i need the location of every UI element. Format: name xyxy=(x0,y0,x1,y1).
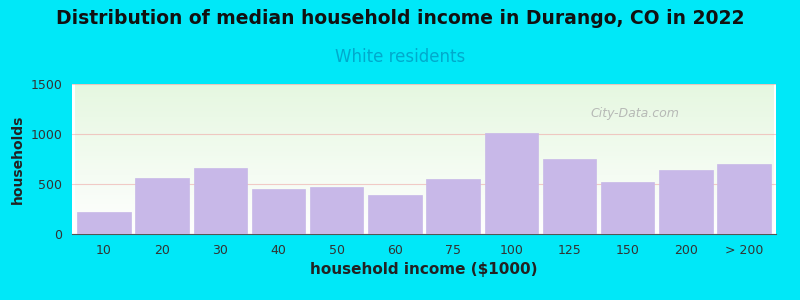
Bar xyxy=(659,170,713,234)
Bar xyxy=(310,187,363,234)
Bar xyxy=(135,178,189,234)
Bar xyxy=(542,159,596,234)
Bar xyxy=(194,167,247,234)
Text: City-Data.com: City-Data.com xyxy=(590,107,680,121)
Text: Distribution of median household income in Durango, CO in 2022: Distribution of median household income … xyxy=(56,9,744,28)
X-axis label: household income ($1000): household income ($1000) xyxy=(310,262,538,277)
Y-axis label: households: households xyxy=(11,114,25,204)
Bar xyxy=(485,133,538,234)
Text: White residents: White residents xyxy=(335,48,465,66)
Bar xyxy=(718,164,770,234)
Bar xyxy=(601,182,654,234)
Bar xyxy=(78,212,130,234)
Bar xyxy=(252,188,306,234)
Bar xyxy=(368,194,422,234)
Bar xyxy=(426,178,480,234)
